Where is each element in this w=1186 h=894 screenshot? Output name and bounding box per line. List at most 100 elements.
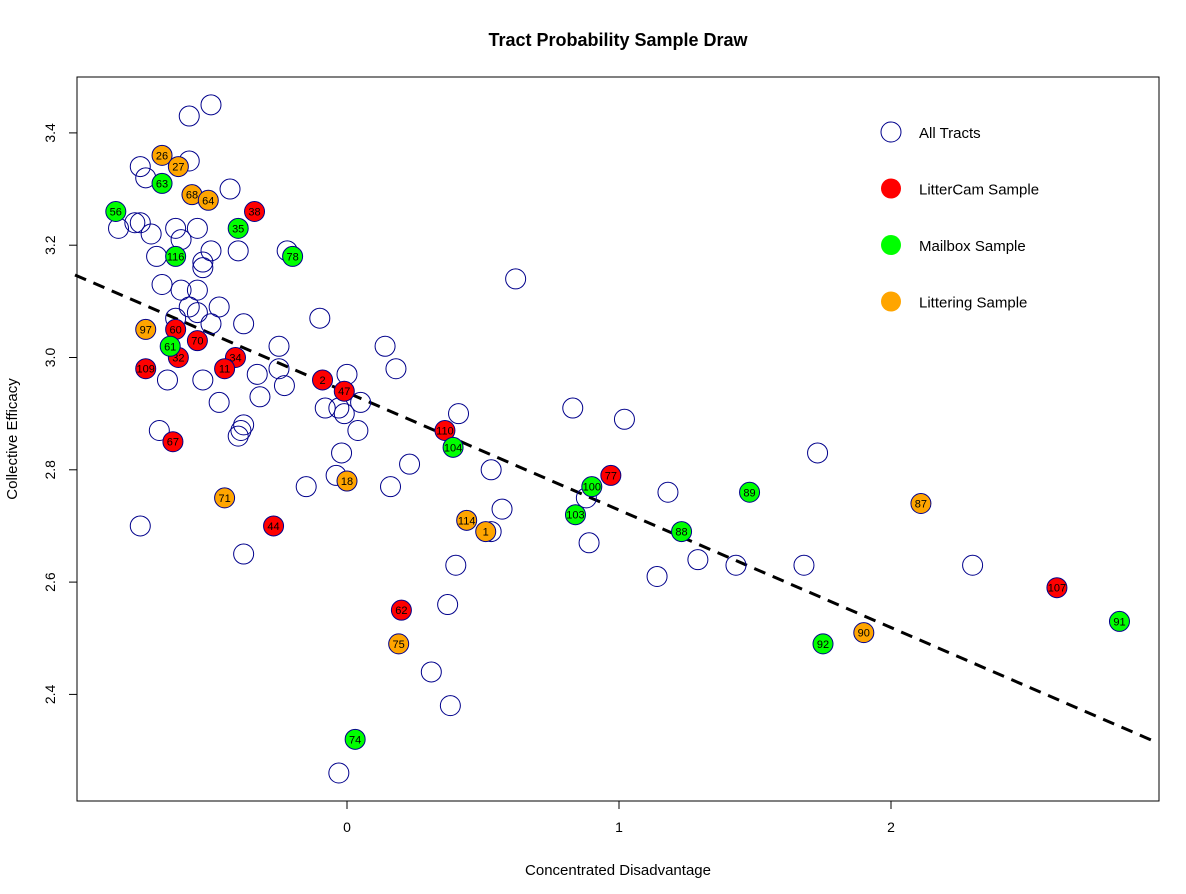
data-point (233, 313, 255, 335)
legend-marker (881, 178, 901, 199)
data-point (178, 105, 200, 127)
data-point (725, 554, 747, 576)
data-point (439, 695, 461, 717)
data-point (200, 94, 222, 116)
data-point (273, 375, 295, 397)
x-axis-label: Concentrated Disadvantage (525, 862, 711, 879)
point-label: 44 (267, 521, 279, 533)
point-label: 89 (743, 487, 755, 499)
legend-item-mailbox-sample: Mailbox Sample (881, 235, 1026, 255)
data-point (148, 419, 170, 441)
data-point (178, 296, 200, 318)
legend-label: LitterCam Sample (919, 182, 1039, 199)
point-label: 26 (156, 150, 168, 162)
y-axis-label: Collective Efficacy (4, 378, 21, 500)
data-point (328, 762, 350, 784)
y-tick-label: 2.6 (42, 572, 58, 592)
y-tick-label: 3.2 (42, 235, 58, 255)
data-point (249, 386, 271, 408)
y-tick-label: 2.4 (42, 684, 58, 704)
data-point (186, 279, 208, 301)
point-label: 67 (167, 437, 179, 449)
data-point (399, 453, 421, 475)
axes-layer: 0 1 2 2.4 2.6 2.8 3.0 3.2 3.4 (42, 123, 895, 835)
data-point (374, 335, 396, 357)
data-point (246, 363, 268, 385)
point-label: 60 (170, 324, 182, 336)
point-label: 114 (458, 515, 476, 527)
point-label: 110 (436, 425, 454, 437)
data-point (124, 212, 146, 234)
point-label: 100 (583, 482, 601, 494)
data-point (186, 302, 208, 324)
data-point (475, 521, 497, 543)
data-point (192, 369, 214, 391)
data-point (333, 403, 355, 425)
data-point (170, 279, 192, 301)
point-label: 18 (341, 476, 353, 488)
data-point (657, 481, 679, 503)
trend-line (74, 273, 1156, 743)
legend-item-littering-sample: Littering Sample (881, 291, 1027, 312)
series-mailbox-sample: 56 63 35 116 78 61 104 100 103 88 89 92 91 74 (105, 172, 1130, 750)
point-label: 75 (393, 639, 405, 651)
point-label: 56 (110, 207, 122, 219)
data-point (135, 318, 157, 340)
data-point (165, 217, 187, 239)
data-point (564, 504, 586, 526)
data-point (739, 481, 761, 503)
data-point (263, 515, 285, 537)
point-label: 90 (858, 628, 870, 640)
point-label: 34 (229, 353, 241, 365)
data-point (613, 408, 635, 430)
data-point (186, 217, 208, 239)
data-point (200, 313, 222, 335)
point-label: 109 (137, 364, 155, 376)
data-point (135, 358, 157, 380)
points-layer: 3860703210934112471106744776210756633511… (105, 94, 1130, 784)
data-point (129, 156, 151, 178)
data-point (807, 442, 829, 464)
data-point (146, 245, 168, 267)
point-label: 64 (202, 195, 214, 207)
data-point (671, 521, 693, 543)
series-littering-sample: 26 27 68 64 97 71 18 114 1 75 90 87 (135, 144, 932, 655)
legend-marker (880, 121, 902, 143)
data-point (336, 470, 358, 492)
data-point (230, 419, 252, 441)
data-point (480, 459, 502, 481)
legend-marker (881, 235, 901, 255)
data-point (562, 397, 584, 419)
data-point (192, 257, 214, 279)
legend-marker (881, 291, 901, 312)
point-label: 1 (483, 527, 489, 539)
data-point (505, 268, 527, 290)
series-all-tracts (108, 94, 984, 784)
data-point (129, 515, 151, 537)
data-point (456, 509, 478, 531)
data-point (793, 554, 815, 576)
point-label: 38 (248, 207, 260, 219)
data-point (600, 464, 622, 486)
data-point (380, 476, 402, 498)
chart-title: Tract Probability Sample Draw (488, 30, 748, 50)
point-label: 27 (172, 162, 184, 174)
data-point (192, 251, 214, 273)
data-point (448, 403, 470, 425)
data-point (159, 335, 181, 357)
point-label: 2 (319, 375, 325, 387)
x-tick-label: 1 (615, 819, 623, 835)
legend-label: Littering Sample (919, 295, 1027, 312)
data-point (344, 728, 366, 750)
data-point (268, 358, 290, 380)
point-label: 88 (675, 527, 687, 539)
point-label: 11 (219, 364, 230, 376)
data-point (282, 245, 304, 267)
data-point (214, 487, 236, 509)
point-label: 92 (817, 639, 829, 651)
point-label: 107 (1048, 583, 1066, 595)
data-point (105, 201, 127, 223)
data-point (350, 391, 372, 413)
data-point (214, 358, 236, 380)
data-point (687, 549, 709, 571)
